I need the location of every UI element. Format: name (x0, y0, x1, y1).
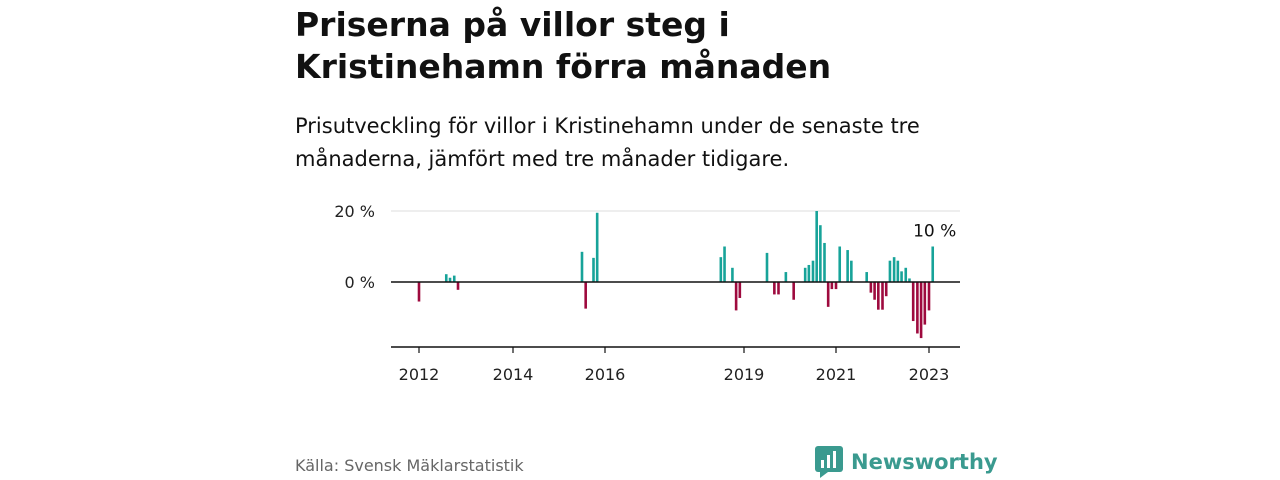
x-tick-label: 2016 (585, 365, 626, 384)
bar (911, 282, 915, 322)
bar (592, 257, 595, 282)
bar (765, 252, 769, 282)
bar (738, 282, 742, 298)
bar (823, 242, 826, 282)
bar (584, 282, 587, 309)
bar-chart-speech-bubble-icon (815, 446, 843, 478)
bar (923, 282, 927, 325)
bar (580, 251, 584, 282)
bar (777, 282, 780, 295)
bar (850, 260, 853, 282)
bar (784, 272, 788, 282)
x-tick-label: 2014 (493, 365, 534, 384)
chart-title: Priserna på villor steg i Kristinehamn f… (295, 5, 832, 86)
bar (826, 282, 830, 307)
chart-subtitle: Prisutveckling för villor i Kristinehamn… (295, 114, 920, 171)
x-tick-label: 2019 (724, 365, 765, 384)
last-value-label: 10 % (913, 222, 956, 242)
x-tick-label: 2021 (816, 365, 857, 384)
bar (888, 260, 892, 282)
bar (927, 282, 931, 311)
chart-card: Priserna på villor steg i Kristinehamn f… (295, 0, 998, 480)
bar (900, 271, 903, 282)
bar (931, 246, 935, 282)
bar (734, 282, 738, 311)
bar (830, 282, 834, 290)
brand-name: Newsworthy (851, 450, 998, 474)
x-tick-label: 2012 (399, 365, 440, 384)
bar-chart: 20 % 0 % 2012 2014 2016 2019 2021 2023 10 % (334, 202, 960, 384)
bar (846, 250, 849, 282)
bar (448, 277, 452, 282)
y-tick-label: 20 % (334, 202, 375, 221)
bar (803, 267, 807, 282)
source-note: Källa: Svensk Mäklarstatistik (295, 456, 524, 475)
bar (884, 282, 888, 297)
bar (819, 225, 822, 282)
bar (773, 282, 776, 295)
bar (881, 282, 884, 310)
bar (811, 260, 815, 282)
bar (892, 257, 896, 282)
bar (869, 282, 873, 293)
bar (873, 282, 876, 300)
bar (731, 267, 734, 282)
x-tick-label: 2023 (909, 365, 950, 384)
bar (896, 260, 900, 282)
bar (834, 282, 838, 290)
bar (723, 246, 726, 282)
bar (719, 257, 723, 282)
bar (838, 246, 842, 282)
bar (792, 282, 795, 300)
bar (904, 267, 908, 282)
brand-logo[interactable]: Newsworthy (815, 446, 998, 478)
bar (444, 274, 448, 282)
bar (452, 275, 456, 282)
bar (815, 211, 818, 282)
bar (807, 264, 811, 282)
bar (877, 282, 880, 310)
bar (595, 212, 599, 282)
bar (908, 278, 911, 282)
bar (919, 282, 923, 339)
bar (865, 272, 868, 282)
bar (456, 282, 460, 290)
y-tick-label: 0 % (345, 273, 375, 292)
bar (417, 282, 421, 302)
bar (916, 282, 919, 334)
